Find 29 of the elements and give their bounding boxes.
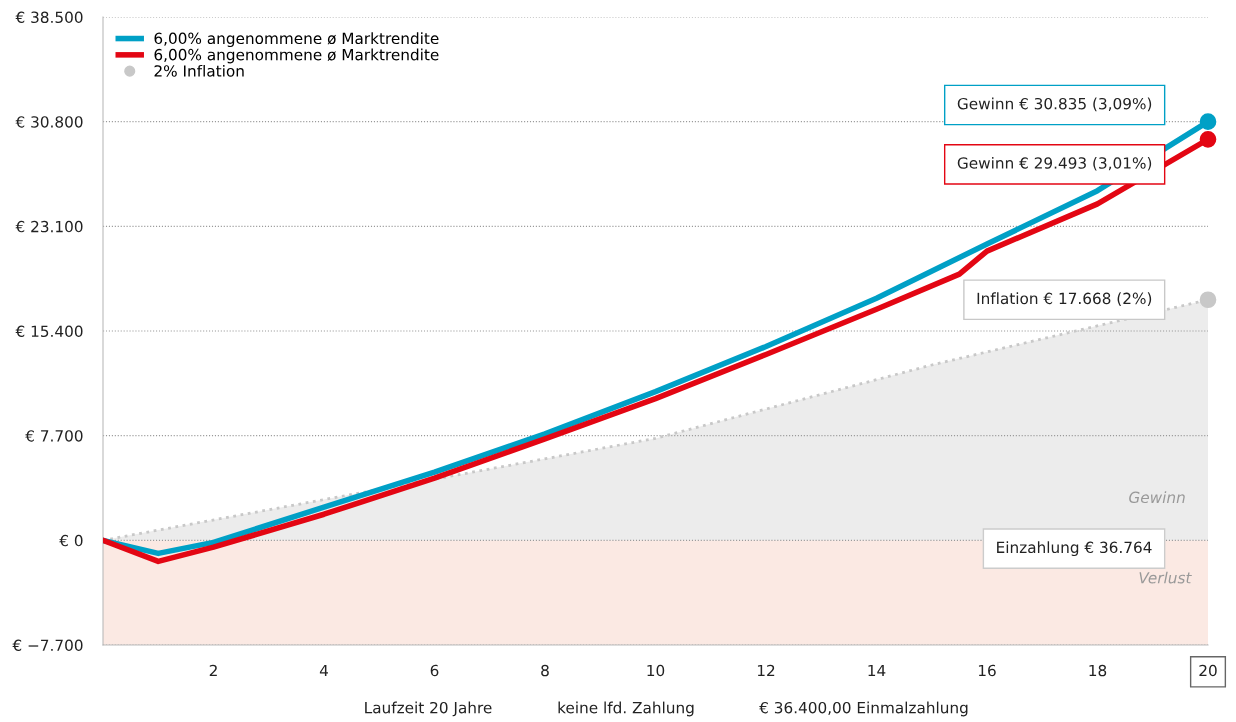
x-tick-label: 4 [319,664,328,677]
annotation: Gewinn € 30.835 (3,09%) [957,97,1152,112]
annotation: Gewinn € 29.493 (3,01%) [957,156,1152,171]
band-label: Verlust [1139,571,1192,584]
annotation: Einzahlung € 36.764 [997,541,1152,557]
text: € 36.400,00 Einmalzahlung [759,701,968,717]
x-tick-label: 20 [1199,664,1217,677]
y-tick-label: € 38.500 [15,11,83,24]
x-tick-label: 2 [209,664,217,677]
legend-label: 2% Inflation [154,64,244,77]
text: keine lfd. Zahlung [558,701,694,717]
y-tick-label: € 7.700 [25,430,83,442]
legend-label: 6,00% angenommene ø Marktrendite [154,32,439,48]
x-tick-label: 14 [868,664,886,677]
x-tick-label: 8 [541,664,549,677]
x-tick-label: 18 [1089,664,1107,677]
y-tick-label: € −7.700 [12,639,83,652]
annotation: Gewinn [1129,491,1185,504]
annotation: Inflation € 17.668 (2%) [977,292,1152,306]
y-tick-label: € 0 [59,534,83,547]
text: Laufzeit 20 Jahre [365,701,492,717]
x-tick-label: 6 [430,664,439,677]
y-tick-label: € 15.400 [15,325,83,338]
x-tick-label: 10 [647,664,665,677]
x-tick-label: 16 [978,664,996,677]
legend-label: 6,00% angenommene ø Marktrendite [154,48,439,64]
x-tick-label: 12 [757,664,775,677]
y-tick-label: € 30.800 [15,116,83,128]
y-tick-label: € 23.100 [15,220,83,233]
